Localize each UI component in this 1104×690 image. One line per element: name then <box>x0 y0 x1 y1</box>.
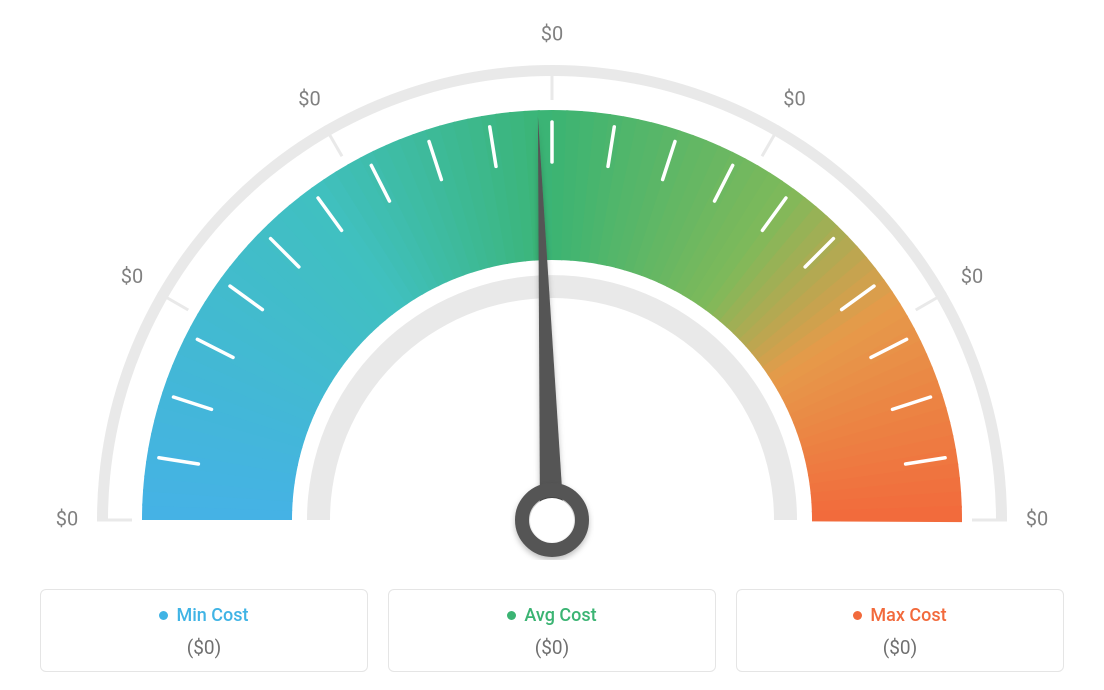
legend-row: Min Cost ($0) Avg Cost ($0) Max Cost ($0… <box>40 589 1064 672</box>
legend-label-min: Min Cost <box>51 604 357 626</box>
legend-label-min-text: Min Cost <box>176 605 248 626</box>
legend-card-avg: Avg Cost ($0) <box>388 589 716 672</box>
legend-dot-avg <box>507 611 516 620</box>
legend-value-min: ($0) <box>51 636 357 659</box>
svg-text:$0: $0 <box>1026 506 1048 530</box>
legend-label-avg-text: Avg Cost <box>524 605 596 626</box>
legend-label-avg: Avg Cost <box>399 604 705 626</box>
legend-value-max: ($0) <box>747 636 1053 659</box>
legend-card-max: Max Cost ($0) <box>736 589 1064 672</box>
svg-text:$0: $0 <box>961 264 983 288</box>
gauge-chart: $0 $0 $0 $0 $0 $0 $0 <box>0 0 1104 560</box>
svg-text:$0: $0 <box>121 264 143 288</box>
legend-card-min: Min Cost ($0) <box>40 589 368 672</box>
legend-label-max: Max Cost <box>747 604 1053 626</box>
svg-text:$0: $0 <box>56 506 78 530</box>
legend-dot-max <box>853 611 862 620</box>
svg-text:$0: $0 <box>783 86 805 110</box>
svg-text:$0: $0 <box>298 86 320 110</box>
legend-label-max-text: Max Cost <box>870 605 946 626</box>
legend-dot-min <box>159 611 168 620</box>
svg-text:$0: $0 <box>541 21 563 45</box>
legend-value-avg: ($0) <box>399 636 705 659</box>
